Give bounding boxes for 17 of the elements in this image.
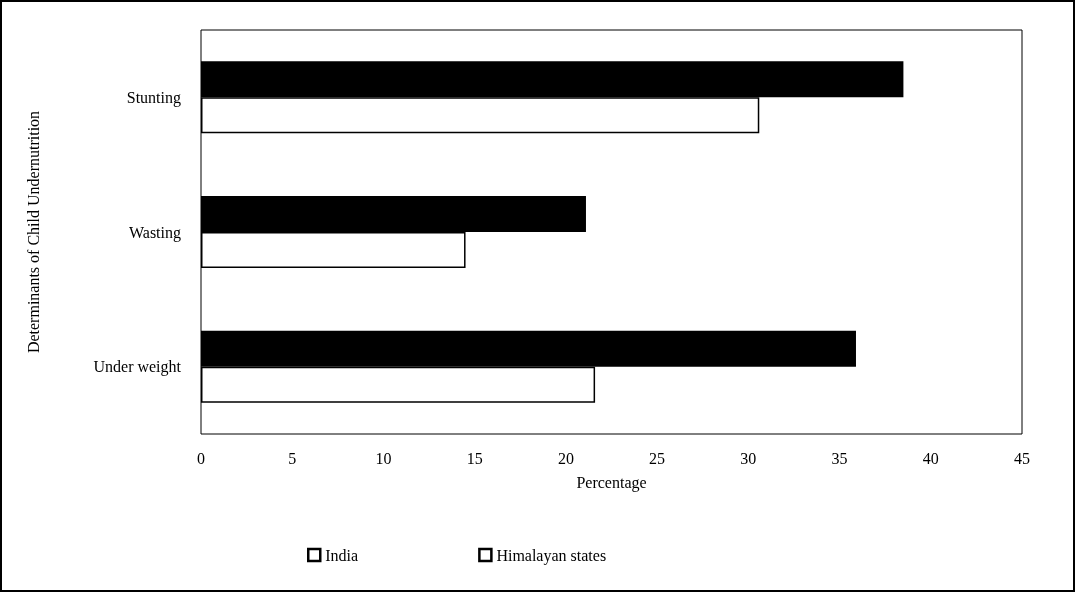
x-tick-label: 45 — [1014, 449, 1030, 467]
y-tick-label: Wasting — [128, 223, 181, 242]
x-axis-title: Percentage — [576, 473, 647, 492]
x-tick-label: 5 — [288, 449, 297, 467]
x-tick-label: 0 — [197, 449, 205, 467]
legend-label: India — [325, 546, 359, 564]
x-tick-label: 35 — [831, 449, 848, 467]
x-tick-label: 20 — [557, 449, 574, 467]
y-axis-title: Determinants of Child Undernutrition — [24, 110, 42, 354]
x-tick-label: 30 — [740, 449, 757, 467]
y-tick-label: Stunting — [126, 88, 181, 107]
x-tick-label: 40 — [922, 449, 939, 467]
x-tick-label: 10 — [375, 449, 392, 467]
y-tick-label: Under weight — [93, 358, 182, 377]
x-tick-label: 25 — [649, 449, 666, 467]
legend-label: Himalayan states — [496, 546, 607, 565]
x-tick-label: 15 — [466, 449, 483, 467]
